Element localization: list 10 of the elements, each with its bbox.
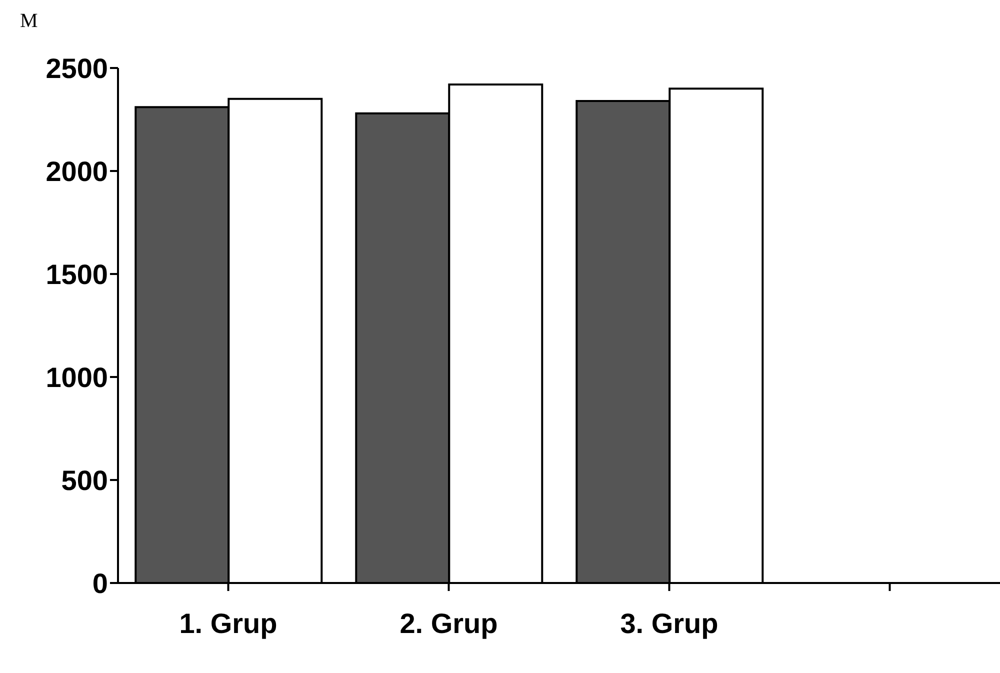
y-tick-label: 1500 (46, 258, 108, 290)
y-tick-label: 2500 (46, 52, 108, 84)
y-axis-title: M (20, 10, 38, 32)
y-tick-label: 2000 (46, 156, 108, 187)
y-tick-label: 500 (61, 464, 108, 496)
x-tick-label: 2. Grup (400, 608, 498, 639)
y-tick-label: 0 (92, 568, 108, 599)
y-tick-label: 1000 (46, 362, 108, 393)
x-tick-label: 3. Grup (620, 608, 718, 639)
x-tick-label: 1. Grup (179, 608, 278, 639)
